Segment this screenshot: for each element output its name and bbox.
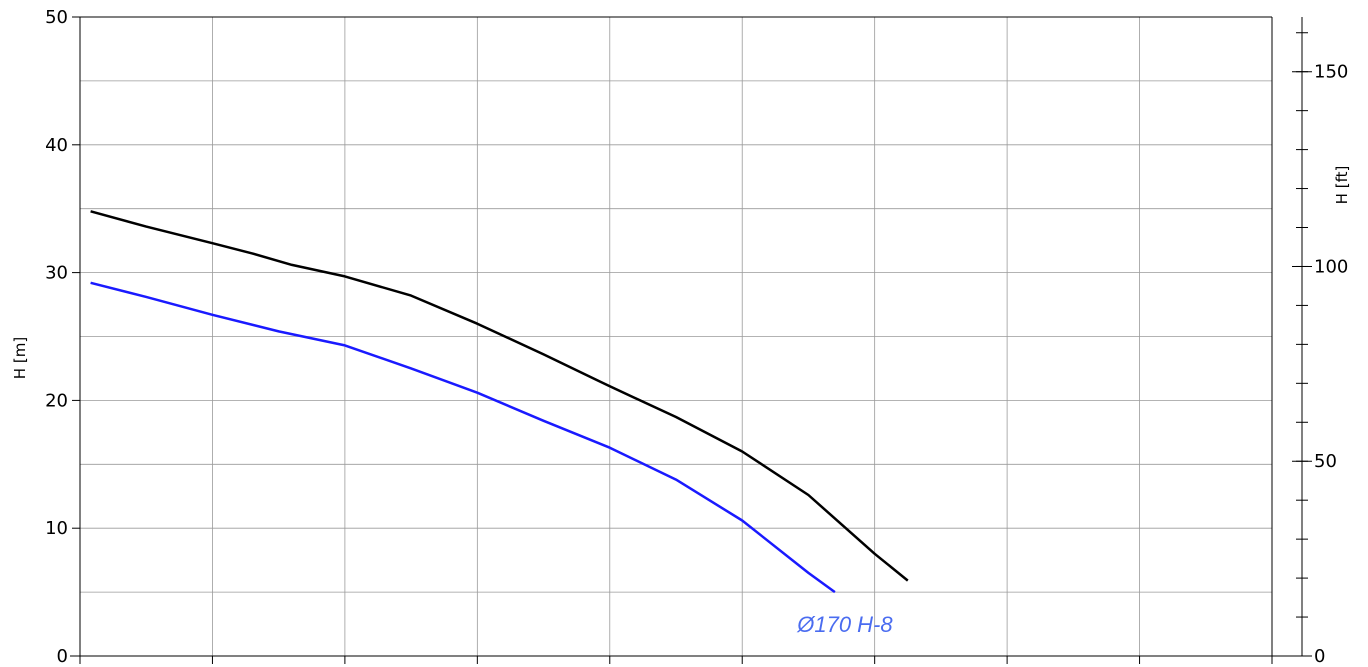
y-tick-label-right: 150: [1314, 62, 1348, 83]
curve-blue: [90, 281, 836, 594]
grid: [79, 16, 1273, 656]
y-tick-label-left: 20: [45, 390, 68, 411]
y-tick-label-right: 0: [1314, 646, 1325, 667]
y-axis-label-right: H [ft]: [1333, 166, 1351, 205]
y-axis-label-left: H [m]: [11, 337, 29, 379]
y-tick-label-left: 50: [45, 7, 68, 28]
x-axis: [70, 655, 1292, 664]
curve-black: [90, 210, 909, 582]
y-tick-label-left: 0: [57, 646, 68, 667]
curves: Ø170 H-8: [90, 210, 909, 637]
y-tick-label-left: 40: [45, 135, 68, 156]
y-tick-label-left: 10: [45, 518, 68, 539]
y-tick-label-right: 50: [1314, 451, 1337, 472]
y-tick-label-left: 30: [45, 263, 68, 284]
right-y-axis: 0 50 100 150: [1292, 17, 1348, 667]
left-y-axis: 0 10 20 30 40 50: [45, 7, 80, 667]
y-tick-label-right: 100: [1314, 256, 1348, 277]
curve-label: Ø170 H-8: [796, 612, 893, 637]
